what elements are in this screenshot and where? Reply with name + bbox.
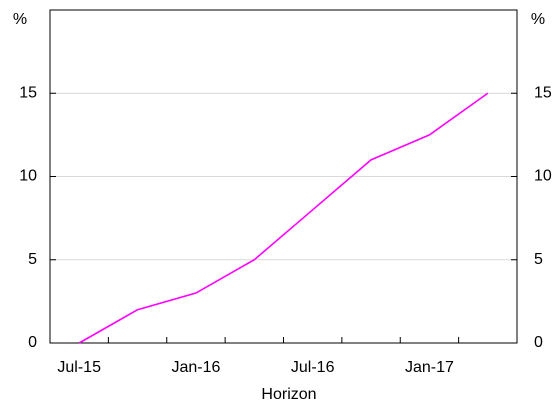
y-axis-label: % [13, 11, 27, 28]
x-tick-label: Jan-17 [405, 359, 454, 376]
y2-tick-label: 5 [534, 251, 543, 268]
x-axis-label: Horizon [261, 386, 316, 403]
y-tick-label: 5 [28, 251, 37, 268]
y2-tick-label: 0 [534, 334, 543, 351]
y2-tick-label: 10 [534, 168, 552, 185]
y-tick-label: 15 [19, 84, 37, 101]
x-tick-label: Jul-15 [57, 359, 101, 376]
y2-axis-label: % [531, 11, 545, 28]
y2-tick-label: 15 [534, 84, 552, 101]
x-tick-label: Jan-16 [171, 359, 220, 376]
line-series [78, 92, 489, 344]
y-tick-label: 10 [19, 168, 37, 185]
y-tick-label: 0 [28, 334, 37, 351]
x-tick-label: Jul-16 [291, 359, 335, 376]
